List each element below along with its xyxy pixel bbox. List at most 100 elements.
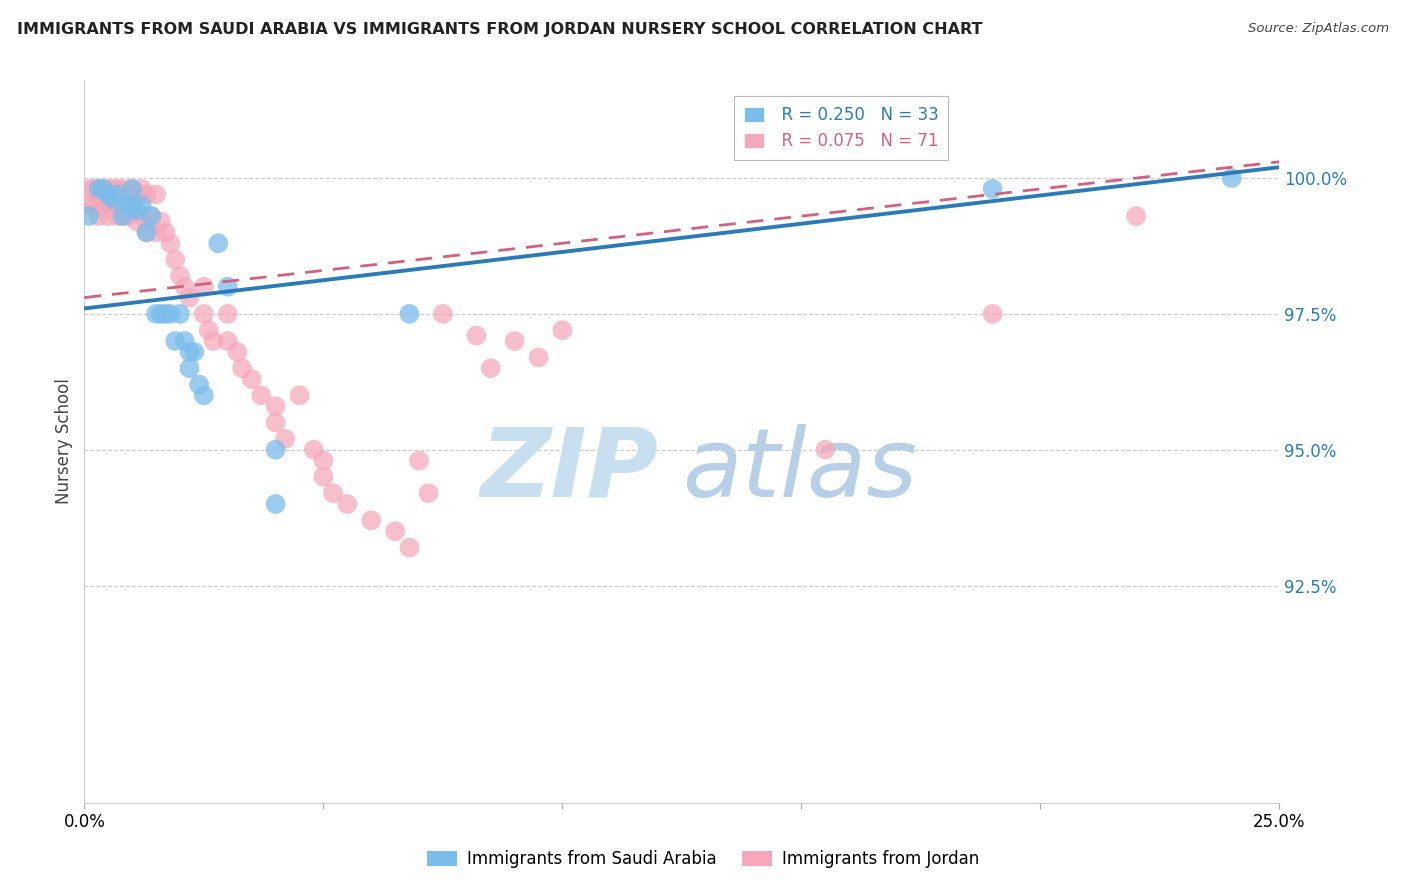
Point <box>312 470 335 484</box>
Point <box>131 209 153 223</box>
Point <box>135 226 157 240</box>
Point <box>159 236 181 251</box>
Point <box>107 209 129 223</box>
Legend: Immigrants from Saudi Arabia, Immigrants from Jordan: Immigrants from Saudi Arabia, Immigrants… <box>420 844 986 875</box>
Point <box>193 388 215 402</box>
Point <box>141 209 163 223</box>
Point <box>183 345 205 359</box>
Point <box>165 334 187 348</box>
Point <box>97 209 120 223</box>
Point <box>169 268 191 283</box>
Point <box>193 279 215 293</box>
Point <box>173 334 195 348</box>
Point <box>159 307 181 321</box>
Point <box>111 209 134 223</box>
Point <box>193 307 215 321</box>
Point <box>312 453 335 467</box>
Point <box>1125 209 1147 223</box>
Point <box>217 307 239 321</box>
Point <box>322 486 344 500</box>
Point <box>87 182 110 196</box>
Point <box>384 524 406 538</box>
Point <box>149 307 172 321</box>
Point <box>226 345 249 359</box>
Point <box>169 307 191 321</box>
Y-axis label: Nursery School: Nursery School <box>55 378 73 505</box>
Point <box>264 416 287 430</box>
Point <box>77 182 100 196</box>
Point <box>551 323 574 337</box>
Point <box>101 182 124 196</box>
Point <box>121 182 143 196</box>
Point <box>503 334 526 348</box>
Point <box>408 453 430 467</box>
Point <box>107 187 129 202</box>
Point <box>231 361 253 376</box>
Legend:   R = 0.250   N = 33,   R = 0.075   N = 71: R = 0.250 N = 33, R = 0.075 N = 71 <box>734 95 949 161</box>
Point <box>117 198 139 212</box>
Point <box>83 198 105 212</box>
Point <box>93 182 115 196</box>
Point <box>173 279 195 293</box>
Point <box>1220 171 1243 186</box>
Point <box>981 182 1004 196</box>
Text: atlas: atlas <box>682 424 917 517</box>
Point <box>264 399 287 413</box>
Point <box>131 182 153 196</box>
Point <box>149 214 172 228</box>
Point <box>179 345 201 359</box>
Point <box>125 214 148 228</box>
Point <box>101 198 124 212</box>
Point <box>264 442 287 457</box>
Point <box>121 182 143 196</box>
Point <box>101 193 124 207</box>
Point <box>179 361 201 376</box>
Point <box>250 388 273 402</box>
Point <box>527 351 550 365</box>
Point <box>121 203 143 218</box>
Point <box>77 209 100 223</box>
Point <box>217 334 239 348</box>
Point <box>87 182 110 196</box>
Point <box>125 187 148 202</box>
Point <box>302 442 325 457</box>
Point <box>83 182 105 196</box>
Point <box>87 209 110 223</box>
Point <box>135 226 157 240</box>
Point <box>398 307 420 321</box>
Point <box>274 432 297 446</box>
Point <box>336 497 359 511</box>
Point <box>165 252 187 267</box>
Point <box>125 203 148 218</box>
Point <box>87 193 110 207</box>
Point <box>981 307 1004 321</box>
Point <box>97 182 120 196</box>
Point <box>107 182 129 196</box>
Point <box>121 198 143 212</box>
Point <box>97 193 120 207</box>
Point <box>264 497 287 511</box>
Point <box>97 187 120 202</box>
Text: ZIP: ZIP <box>479 424 658 517</box>
Point <box>155 307 177 321</box>
Point <box>135 187 157 202</box>
Point <box>188 377 211 392</box>
Text: IMMIGRANTS FROM SAUDI ARABIA VS IMMIGRANTS FROM JORDAN NURSERY SCHOOL CORRELATIO: IMMIGRANTS FROM SAUDI ARABIA VS IMMIGRAN… <box>17 22 983 37</box>
Point <box>202 334 225 348</box>
Point <box>418 486 440 500</box>
Point <box>117 209 139 223</box>
Point <box>145 187 167 202</box>
Point <box>145 307 167 321</box>
Point <box>145 226 167 240</box>
Point <box>432 307 454 321</box>
Point <box>77 198 100 212</box>
Point <box>398 541 420 555</box>
Point <box>207 236 229 251</box>
Point <box>217 279 239 293</box>
Point <box>814 442 837 457</box>
Point <box>479 361 502 376</box>
Point <box>111 203 134 218</box>
Point <box>465 328 488 343</box>
Point <box>288 388 311 402</box>
Point <box>131 198 153 212</box>
